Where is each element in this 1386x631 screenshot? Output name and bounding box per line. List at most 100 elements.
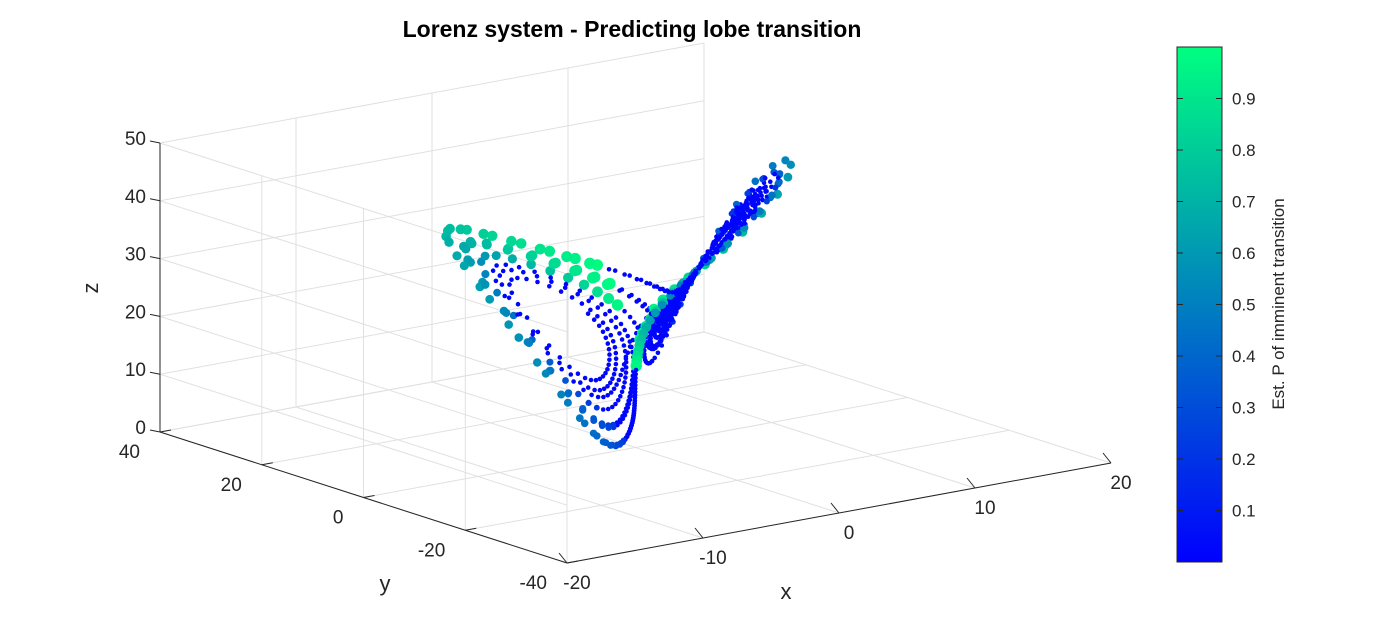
data-point (614, 382, 619, 387)
data-point (628, 386, 634, 391)
data-point (710, 250, 716, 256)
y-tick-mark (566, 560, 579, 564)
data-point (603, 370, 608, 376)
colorbar-tick-label: 0.8 (1232, 141, 1256, 160)
data-point (674, 293, 680, 298)
data-point (612, 268, 618, 273)
data-point (533, 358, 542, 367)
data-point (587, 272, 599, 284)
z-tick-label: 40 (125, 187, 146, 208)
data-point (613, 350, 619, 356)
data-point (480, 280, 490, 289)
data-point (564, 389, 573, 397)
colorbar-gradient (1176, 46, 1223, 563)
data-point (582, 375, 588, 381)
data-point (731, 227, 736, 232)
data-point (625, 333, 630, 339)
data-point (742, 221, 747, 226)
grid-line (159, 100, 705, 202)
data-point (600, 329, 606, 335)
data-point (736, 220, 741, 226)
data-point (503, 262, 509, 268)
data-point (657, 339, 663, 344)
data-point (752, 208, 758, 214)
data-point (664, 322, 669, 328)
data-point (621, 384, 626, 390)
data-point (612, 367, 618, 372)
data-point (750, 214, 757, 221)
data-point (729, 219, 735, 225)
data-point (605, 384, 610, 389)
data-point (461, 244, 471, 254)
data-point (633, 375, 638, 381)
data-point (521, 269, 526, 275)
data-point (605, 406, 611, 412)
data-point (502, 293, 508, 299)
data-point (600, 407, 606, 412)
data-point (580, 419, 589, 428)
data-point (666, 289, 672, 295)
data-point (548, 275, 553, 280)
x-tick-mark (830, 502, 840, 514)
grid-line (159, 200, 568, 333)
data-point (763, 189, 768, 194)
data-point (605, 341, 611, 346)
data-point (679, 292, 685, 298)
data-point (589, 392, 594, 398)
data-point (632, 320, 637, 325)
data-point (562, 377, 569, 384)
data-point (509, 267, 514, 273)
data-point (563, 281, 569, 287)
data-point (575, 390, 582, 398)
data-point (709, 245, 715, 251)
x-tick-label: -20 (563, 573, 590, 594)
data-point (644, 280, 649, 286)
data-point (625, 350, 631, 356)
x-tick-label: 0 (844, 523, 855, 544)
grid-line (159, 158, 705, 260)
data-point (617, 288, 622, 293)
data-point (718, 242, 723, 248)
data-point (563, 398, 572, 407)
data-point (613, 356, 619, 362)
data-point (557, 360, 562, 366)
grid-line (363, 397, 908, 498)
data-point (606, 267, 612, 272)
data-point (618, 321, 624, 327)
grid-line (465, 429, 1010, 531)
data-point (485, 294, 495, 304)
data-point (619, 389, 625, 395)
data-point (634, 276, 640, 282)
data-point (515, 275, 520, 281)
data-point (725, 234, 730, 240)
data-point (768, 162, 777, 170)
colorbar-tick-label: 0.6 (1232, 244, 1256, 263)
x-tick-mark (558, 552, 568, 564)
grid-line (159, 373, 568, 506)
data-point (649, 328, 655, 333)
data-point (608, 332, 614, 338)
axes-3d: -20 -10 0 10 20 -40 -20 0 20 40 0 10 20 30 40 50 (119, 42, 1132, 594)
y-tick-label: -40 (520, 573, 547, 594)
data-point (632, 386, 638, 391)
data-point (755, 187, 761, 193)
data-point (664, 327, 670, 332)
data-point (627, 394, 632, 400)
data-point (597, 387, 603, 393)
colorbar-tick-label: 0.3 (1232, 399, 1256, 418)
y-tick-label: -20 (418, 540, 445, 561)
data-point (652, 355, 657, 361)
data-point (607, 308, 612, 314)
data-point (507, 282, 512, 287)
data-point (663, 315, 668, 321)
grid-line (159, 215, 705, 317)
data-point (653, 317, 659, 323)
axis-lines (149, 140, 1112, 564)
data-point (760, 197, 765, 202)
data-point (620, 413, 625, 419)
x-tick-label: 20 (1110, 473, 1131, 494)
data-point (595, 314, 600, 319)
z-tick-label: 10 (125, 360, 146, 381)
data-point (608, 380, 613, 386)
data-point (671, 310, 677, 316)
